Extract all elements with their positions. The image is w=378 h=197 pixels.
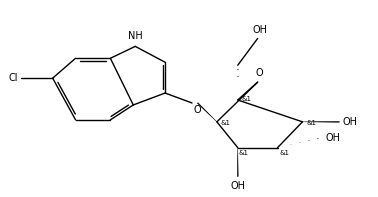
Text: &1: &1 bbox=[280, 150, 290, 156]
Polygon shape bbox=[197, 103, 217, 122]
Text: NH: NH bbox=[128, 32, 143, 42]
Text: &1: &1 bbox=[306, 120, 316, 125]
Polygon shape bbox=[302, 121, 339, 122]
Polygon shape bbox=[237, 148, 238, 177]
Text: &1: &1 bbox=[242, 96, 251, 102]
Text: O: O bbox=[256, 68, 263, 78]
Text: OH: OH bbox=[230, 181, 245, 191]
Text: &1: &1 bbox=[221, 120, 231, 125]
Text: Cl: Cl bbox=[8, 73, 18, 83]
Text: &1: &1 bbox=[239, 150, 248, 156]
Text: OH: OH bbox=[325, 133, 340, 143]
Text: O: O bbox=[194, 105, 201, 115]
Text: OH: OH bbox=[342, 117, 357, 127]
Text: OH: OH bbox=[252, 25, 267, 35]
